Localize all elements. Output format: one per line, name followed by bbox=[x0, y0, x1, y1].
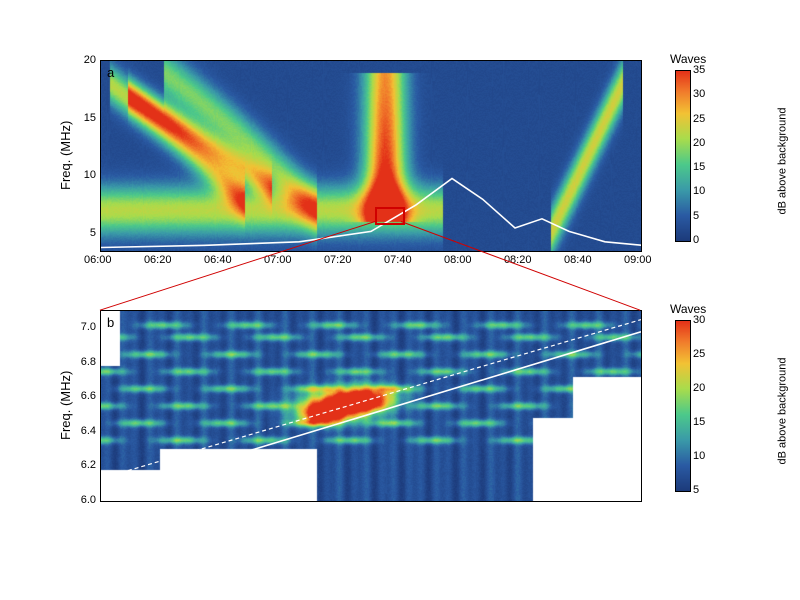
colorbar-tick: 15 bbox=[693, 416, 705, 428]
panel-b-plot: b bbox=[100, 310, 642, 502]
panel-a-xtick: 09:00 bbox=[624, 254, 652, 266]
colorbar-a-label: dB above background bbox=[777, 107, 789, 214]
panel-a-xtick: 07:40 bbox=[384, 254, 412, 266]
colorbar-b-label: dB above background bbox=[777, 357, 789, 464]
panel-a-xtick: 08:00 bbox=[444, 254, 472, 266]
panel-a-xtick: 06:00 bbox=[84, 254, 112, 266]
colorbar-tick: 20 bbox=[693, 137, 705, 149]
panel-b-ylabel: Freq. (MHz) bbox=[58, 371, 73, 440]
colorbar-tick: 35 bbox=[693, 64, 705, 76]
panel-a-ylabel: Freq. (MHz) bbox=[58, 121, 73, 190]
panel-a-xtick: 06:20 bbox=[144, 254, 172, 266]
panel-b-ytick: 6.4 bbox=[72, 425, 96, 437]
panel-b-ytick: 6.8 bbox=[72, 356, 96, 368]
colorbar-tick: 10 bbox=[693, 185, 705, 197]
panel-b-ytick: 7.0 bbox=[72, 321, 96, 333]
colorbar-tick: 5 bbox=[693, 484, 699, 496]
colorbar-tick: 30 bbox=[693, 88, 705, 100]
panel-a-ytick: 5 bbox=[78, 227, 96, 239]
colorbar-tick: 10 bbox=[693, 450, 705, 462]
panel-a-xtick: 08:40 bbox=[564, 254, 592, 266]
zoom-highlight-box bbox=[375, 207, 404, 225]
colorbar-tick: 25 bbox=[693, 113, 705, 125]
colorbar-tick: 0 bbox=[693, 234, 699, 246]
panel-b-ytick: 6.6 bbox=[72, 390, 96, 402]
colorbar-tick: 15 bbox=[693, 161, 705, 173]
panel-a-ytick: 10 bbox=[78, 169, 96, 181]
colorbar-tick: 20 bbox=[693, 382, 705, 394]
panel-a-letter: a bbox=[107, 65, 114, 80]
colorbar-a bbox=[675, 70, 691, 242]
colorbar-b bbox=[675, 320, 691, 492]
panel-a-ytick: 20 bbox=[78, 54, 96, 66]
panel-a-xtick: 06:40 bbox=[204, 254, 232, 266]
figure-root: a Freq. (MHz) b Freq. (MHz) Waves dB abo… bbox=[40, 60, 760, 540]
panel-b-ytick: 6.2 bbox=[72, 459, 96, 471]
colorbar-tick: 30 bbox=[693, 314, 705, 326]
panel-b-letter: b bbox=[107, 315, 114, 330]
colorbar-tick: 25 bbox=[693, 348, 705, 360]
panel-a-xtick: 07:20 bbox=[324, 254, 352, 266]
panel-a-ytick: 15 bbox=[78, 112, 96, 124]
panel-b-spectrogram bbox=[101, 311, 641, 501]
colorbar-tick: 5 bbox=[693, 210, 699, 222]
panel-b-ytick: 6.0 bbox=[72, 494, 96, 506]
